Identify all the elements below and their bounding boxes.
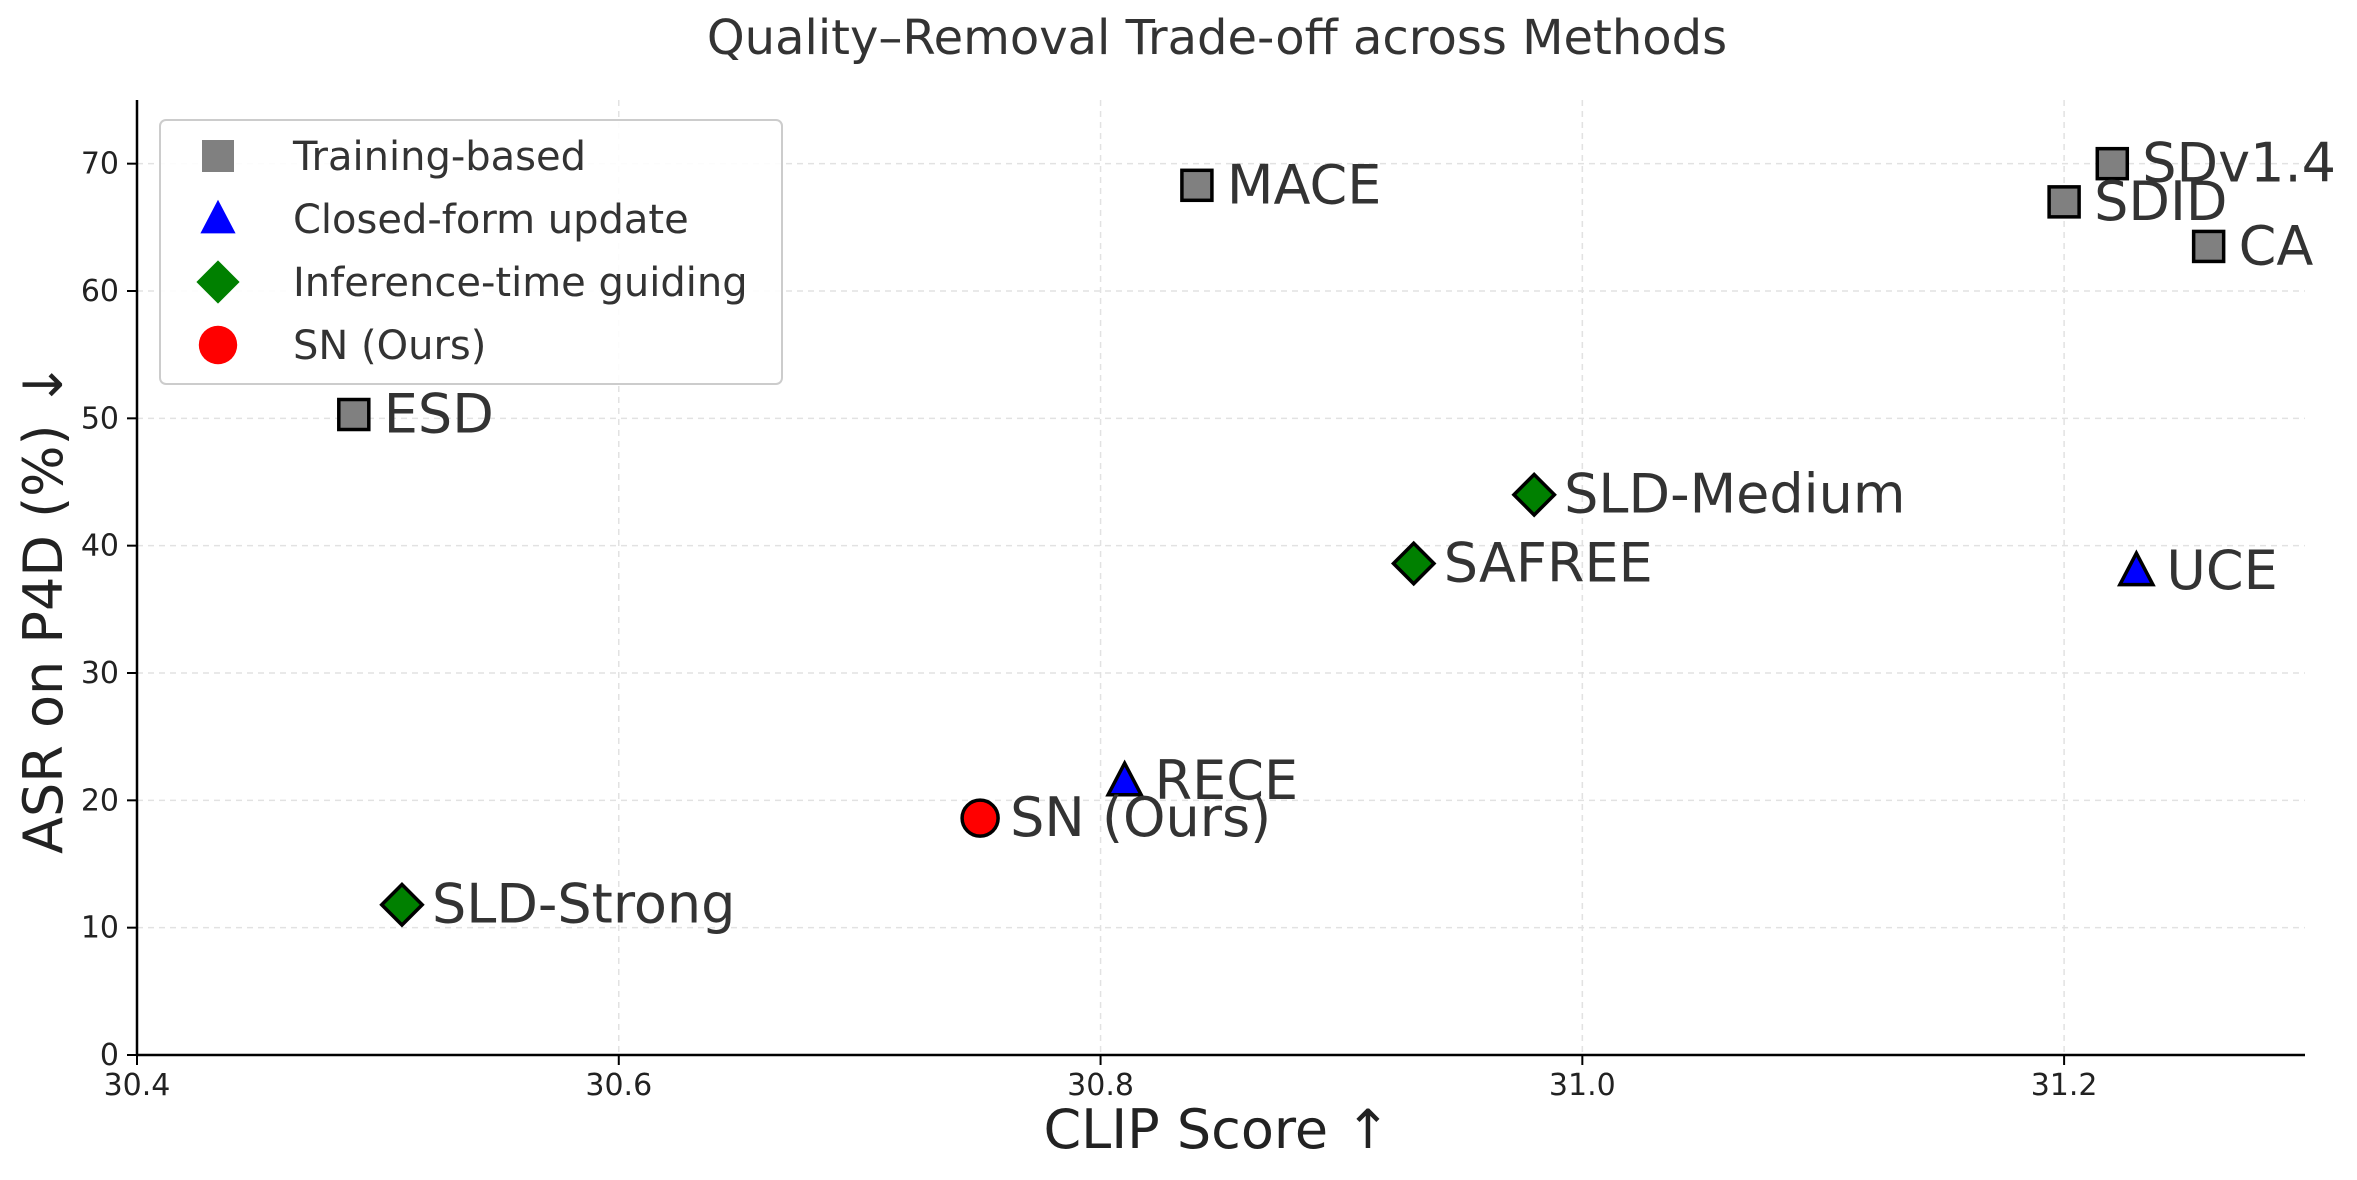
- data-label: MACE: [1227, 153, 1381, 216]
- y-tick-label: 10: [81, 911, 119, 946]
- tick-labels: 30.4 30.6 30.8 31.0 31.2 0 10 20 30 40 50 60 70: [81, 147, 2098, 1103]
- chart-title: Quality–Removal Trade-off across Methods: [707, 10, 1727, 66]
- legend-label: Inference-time guiding: [293, 260, 748, 306]
- data-point: [1105, 759, 1145, 797]
- data-point: [2095, 146, 2130, 181]
- y-tick-label: 20: [81, 783, 119, 818]
- data-point: [2116, 549, 2156, 587]
- data-point: [1390, 540, 1437, 587]
- y-tick-label: 40: [81, 529, 119, 564]
- data-point: [337, 397, 371, 432]
- data-label: CA: [2239, 214, 2314, 277]
- data-point: [2191, 229, 2226, 264]
- legend-box: [159, 119, 783, 385]
- y-tick-label: 0: [100, 1038, 119, 1073]
- legend-label: SN (Ours): [293, 323, 486, 369]
- data-point: [2047, 185, 2081, 219]
- data-label: UCE: [2166, 539, 2277, 602]
- data-label: SN (Ours): [1010, 786, 1271, 849]
- data-point: [960, 798, 1000, 838]
- x-tick-label: 31.2: [2031, 1068, 2098, 1103]
- legend-marker: [198, 325, 238, 365]
- y-tick-label: 70: [81, 147, 119, 182]
- data-label: SLD-Medium: [1564, 463, 1905, 526]
- legend-label: Closed-form update: [293, 197, 689, 243]
- legend-marker: [202, 140, 234, 172]
- data-points: [337, 146, 2226, 928]
- y-tick-label: 30: [81, 656, 119, 691]
- x-tick-label: 30.4: [104, 1068, 171, 1103]
- y-axis-label: ASR on P4D (%) ↓: [12, 362, 75, 854]
- data-label: SDv1.4: [2142, 132, 2336, 195]
- data-point: [1511, 472, 1557, 518]
- legend-marker: [196, 260, 240, 304]
- data-label: SLD-Strong: [432, 873, 735, 936]
- data-label: SAFREE: [1444, 531, 1653, 594]
- legend-label: Training-based: [292, 134, 586, 180]
- data-label: RECE: [1155, 749, 1298, 812]
- data-label: SDID: [2094, 170, 2227, 233]
- y-tick-label: 50: [81, 401, 119, 436]
- legend-marker: [200, 199, 236, 234]
- plot-axes: [127, 100, 2305, 1065]
- data-label: ESD: [384, 383, 494, 446]
- y-tick-label: 60: [81, 274, 119, 309]
- legend: Training-based Closed-form update Inferenc…: [159, 119, 783, 385]
- x-tick-label: 30.8: [1067, 1068, 1134, 1103]
- data-point: [1180, 168, 1214, 203]
- x-tick-label: 31.0: [1549, 1068, 1616, 1103]
- x-axis-label: CLIP Score ↑: [1043, 1098, 1390, 1161]
- x-tick-label: 30.6: [585, 1068, 652, 1103]
- data-point: [379, 882, 425, 928]
